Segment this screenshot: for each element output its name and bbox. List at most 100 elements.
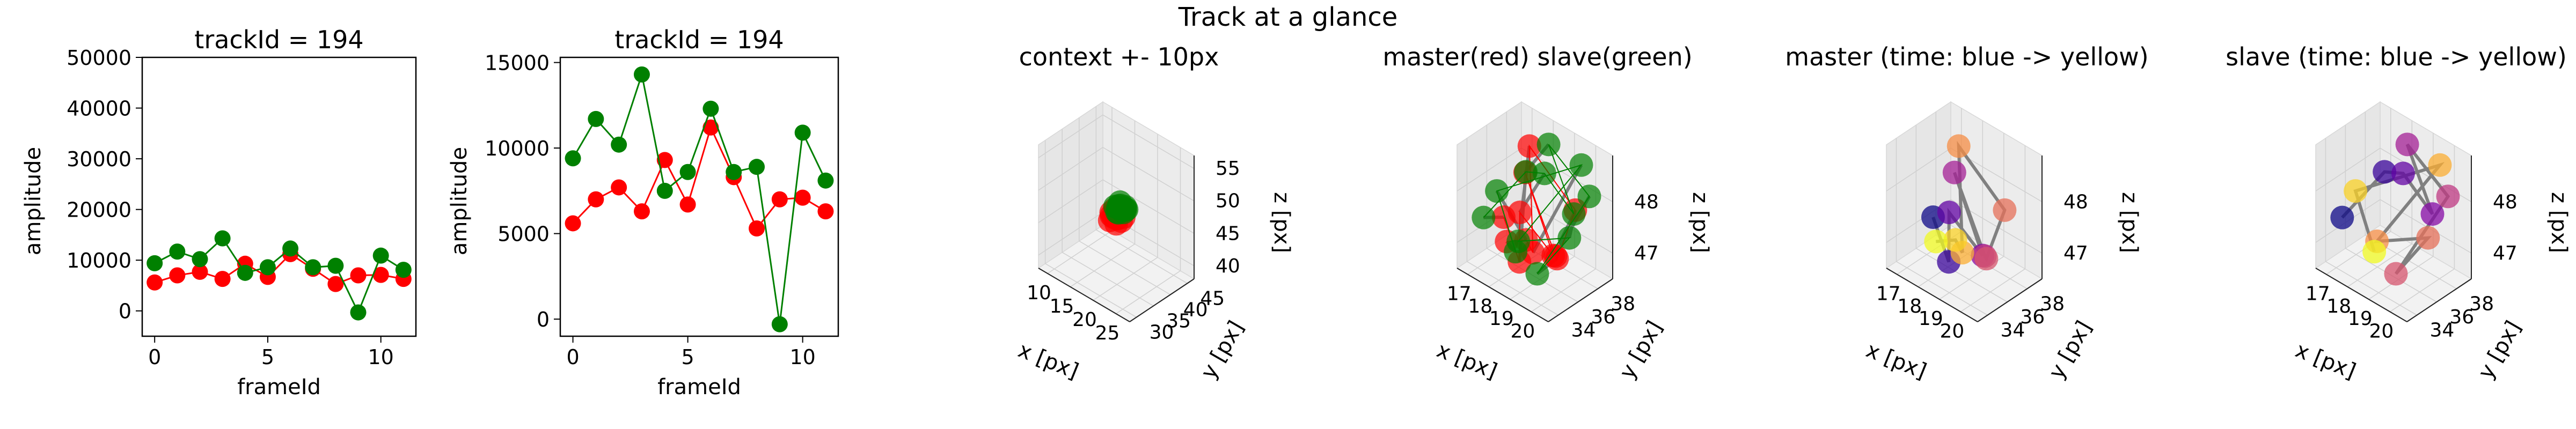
z-tick-label: 47 (2493, 242, 2518, 264)
grid-line (2326, 108, 2391, 275)
z-tick-label: 40 (1216, 255, 1240, 277)
z-tick-label: 45 (1216, 223, 1240, 245)
chart-title: slave (time: blue -> yellow) (2226, 42, 2567, 71)
grid-line (1093, 134, 1158, 301)
chart-title: trackId = 194 (614, 25, 784, 54)
grid-line (1079, 117, 1171, 295)
data-point (588, 110, 604, 127)
data-point (2436, 184, 2460, 209)
x-tick-label: 5 (261, 345, 274, 369)
data-point (169, 267, 186, 284)
pair-link (1531, 164, 1583, 254)
data-point (1562, 202, 1586, 226)
x-tick-label: 17 (2306, 283, 2330, 305)
data-point (1536, 132, 1561, 157)
y-axis-label: amplitude (447, 147, 472, 255)
z-tick-label: 47 (2063, 242, 2088, 264)
data-point (372, 267, 389, 283)
data-point (794, 124, 811, 141)
data-point (771, 191, 788, 208)
data-point (1557, 226, 1582, 250)
x-tick-label: 19 (1489, 308, 1514, 330)
data-point (2395, 132, 2419, 157)
data-point (565, 150, 581, 167)
y-tick-label: 34 (2000, 320, 2025, 342)
y-tick-label: 10000 (485, 137, 550, 160)
x-axis-label: frameId (657, 375, 741, 400)
data-point (817, 203, 834, 220)
grid-line (1095, 106, 1188, 284)
data-point (1514, 160, 1538, 184)
grid-line (2345, 125, 2437, 302)
grid-line (1896, 138, 1988, 316)
side-pane (1038, 101, 1103, 269)
data-point (1545, 247, 1569, 271)
y-tick-label: 38 (1611, 293, 1635, 315)
x-tick-label: 19 (1919, 308, 1943, 330)
z-axis-label: z [px] (1688, 192, 1713, 253)
x-axis-line (1457, 268, 1549, 322)
data-point (817, 172, 834, 189)
y-axis-label: amplitude (21, 147, 46, 255)
data-point (2391, 161, 2415, 186)
data-point (147, 255, 163, 271)
data-point (305, 259, 321, 276)
x-tick-label: 0 (148, 345, 161, 369)
x-axis-line (1886, 268, 1978, 322)
y-tick-label: 10000 (67, 249, 131, 272)
grid-line (1486, 125, 1578, 302)
x-axis-line (1038, 268, 1130, 322)
y-tick-label: 15000 (485, 51, 550, 75)
x-axis-line (2315, 268, 2407, 322)
data-point (794, 189, 811, 206)
line-chart-2: trackId = 194 0 5000 10000 15000 0 5 10 frameId a… (447, 25, 839, 400)
x-tick-label: 20 (1940, 320, 1964, 342)
data-point (1507, 201, 1532, 225)
x-tick-label: 20 (1072, 309, 1097, 331)
x-tick-label: 10 (368, 345, 393, 369)
data-point (611, 136, 627, 153)
y-tick-label: 5000 (497, 223, 550, 246)
figure-suptitle: Track at a glance (1178, 2, 1398, 32)
data-point (1943, 228, 1967, 252)
grid-line (1044, 140, 1137, 318)
line-chart-1: trackId = 194 0 10000 20000 30000 40000 50000 0… (21, 25, 417, 400)
z-tick-label: 48 (1634, 191, 1659, 213)
grid-line (1939, 133, 2004, 300)
y-tick-label: 30000 (67, 147, 131, 171)
grid-line (1038, 179, 1195, 234)
data-point (1569, 153, 1593, 177)
x-tick-label: 18 (2326, 295, 2351, 317)
data-point (192, 263, 208, 280)
data-point (327, 276, 344, 292)
x-tick-label: 5 (682, 345, 694, 369)
y-tick-label: 40000 (67, 97, 131, 121)
data-point (1577, 184, 1601, 209)
y-axis-line (1548, 278, 1613, 322)
data-point (147, 274, 163, 291)
y-tick-label: 34 (1571, 320, 1596, 342)
x-tick-label: 17 (1447, 283, 1472, 305)
z-tick-label: 48 (2063, 191, 2088, 213)
data-point (588, 191, 604, 208)
data-point (2416, 226, 2440, 250)
data-point (214, 271, 231, 287)
z-tick-label: 55 (1216, 158, 1240, 180)
z-tick-label: 50 (1216, 190, 1240, 212)
data-point (679, 196, 696, 213)
grid-line (1038, 146, 1195, 202)
y-tick-label: 36 (1591, 306, 1615, 328)
x-tick-label: 25 (1095, 322, 1120, 344)
x-tick-label: 19 (2348, 308, 2373, 330)
y-tick-label: 36 (2020, 306, 2045, 328)
x-tick-label: 10 (1027, 282, 1051, 304)
x-tick-label: 17 (1876, 283, 1901, 305)
data-point (1504, 240, 1528, 264)
data-point (2330, 205, 2354, 230)
x-tick-label: 18 (1468, 295, 1492, 317)
x-axis-label: frameId (237, 375, 321, 400)
